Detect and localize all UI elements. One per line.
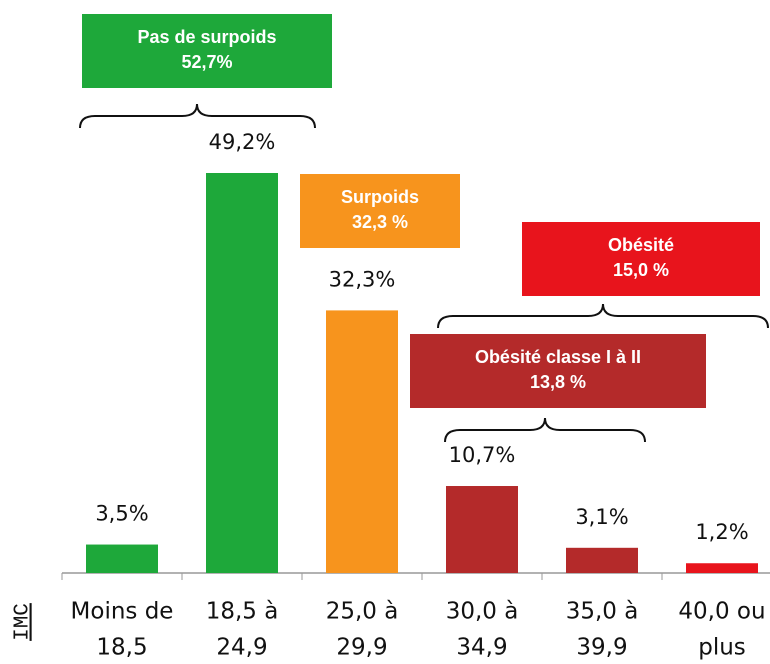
x-tick-label: 34,9 <box>456 635 507 661</box>
annotation-text: Obésité <box>608 235 674 255</box>
annotation-box <box>82 14 332 88</box>
annotation-text: Pas de surpoids <box>137 27 276 47</box>
bar <box>566 547 638 573</box>
x-tick-label: 18,5 <box>96 635 147 661</box>
bracket <box>444 417 646 443</box>
annotation-box <box>300 174 460 248</box>
x-tick-label: 18,5 à <box>206 599 279 625</box>
bracket <box>437 303 769 329</box>
bar <box>326 310 398 573</box>
annotation-box <box>410 334 706 408</box>
annotation-text: Obésité classe I à II <box>475 347 641 367</box>
annotation-text: 32,3 % <box>352 212 408 232</box>
bar <box>446 486 518 573</box>
bracket <box>79 103 316 129</box>
x-tick-label: 35,0 à <box>566 599 639 625</box>
data-label: 32,3% <box>329 267 396 291</box>
x-tick-label: 40,0 ou <box>678 599 765 625</box>
x-tick-label: 29,9 <box>336 635 387 661</box>
x-tick-label: 25,0 à <box>326 599 399 625</box>
annotation-text: 13,8 % <box>530 372 586 392</box>
annotation-text: Surpoids <box>341 187 419 207</box>
annotation-box <box>522 222 760 296</box>
x-tick-label: 24,9 <box>216 635 267 661</box>
x-tick-label: 39,9 <box>576 635 627 661</box>
x-tick-label: 30,0 à <box>446 599 519 625</box>
axis-title: IMC <box>12 603 35 641</box>
bar <box>86 544 158 573</box>
annotation-text: 15,0 % <box>613 260 669 280</box>
data-label: 3,5% <box>95 502 148 526</box>
bar <box>686 563 758 573</box>
bar <box>206 173 278 573</box>
x-tick-label: plus <box>698 635 746 661</box>
data-label: 10,7% <box>449 443 516 467</box>
data-label: 49,2% <box>209 130 276 154</box>
x-tick-label: Moins de <box>71 599 174 625</box>
annotation-text: 52,7% <box>181 52 232 72</box>
data-label: 1,2% <box>695 520 748 544</box>
data-label: 3,1% <box>575 505 628 529</box>
